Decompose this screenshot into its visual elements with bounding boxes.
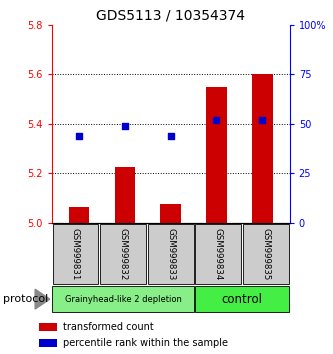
Bar xyxy=(148,224,193,284)
Text: GSM999831: GSM999831 xyxy=(71,228,80,280)
Bar xyxy=(161,204,181,223)
Bar xyxy=(252,74,272,223)
Point xyxy=(260,117,265,123)
Text: protocol: protocol xyxy=(3,294,49,304)
Point xyxy=(168,133,173,139)
Bar xyxy=(53,224,98,284)
Polygon shape xyxy=(35,289,50,309)
Text: Grainyhead-like 2 depletion: Grainyhead-like 2 depletion xyxy=(65,295,181,304)
Text: GSM999833: GSM999833 xyxy=(166,228,175,280)
Text: GSM999835: GSM999835 xyxy=(261,228,270,280)
Text: percentile rank within the sample: percentile rank within the sample xyxy=(63,338,227,348)
Point xyxy=(122,123,128,129)
Bar xyxy=(69,207,89,223)
Bar xyxy=(39,323,57,331)
Bar xyxy=(100,224,146,284)
Text: GSM999832: GSM999832 xyxy=(119,228,128,280)
Text: GSM999834: GSM999834 xyxy=(214,228,223,280)
Bar xyxy=(195,286,289,312)
Point xyxy=(214,117,219,123)
Bar xyxy=(195,224,241,284)
Text: control: control xyxy=(221,293,263,306)
Bar xyxy=(243,224,289,284)
Bar xyxy=(115,167,135,223)
Point xyxy=(77,133,82,139)
Text: transformed count: transformed count xyxy=(63,322,154,332)
Bar xyxy=(206,87,227,223)
Bar xyxy=(39,339,57,347)
Bar xyxy=(52,286,194,312)
Title: GDS5113 / 10354374: GDS5113 / 10354374 xyxy=(96,8,245,22)
